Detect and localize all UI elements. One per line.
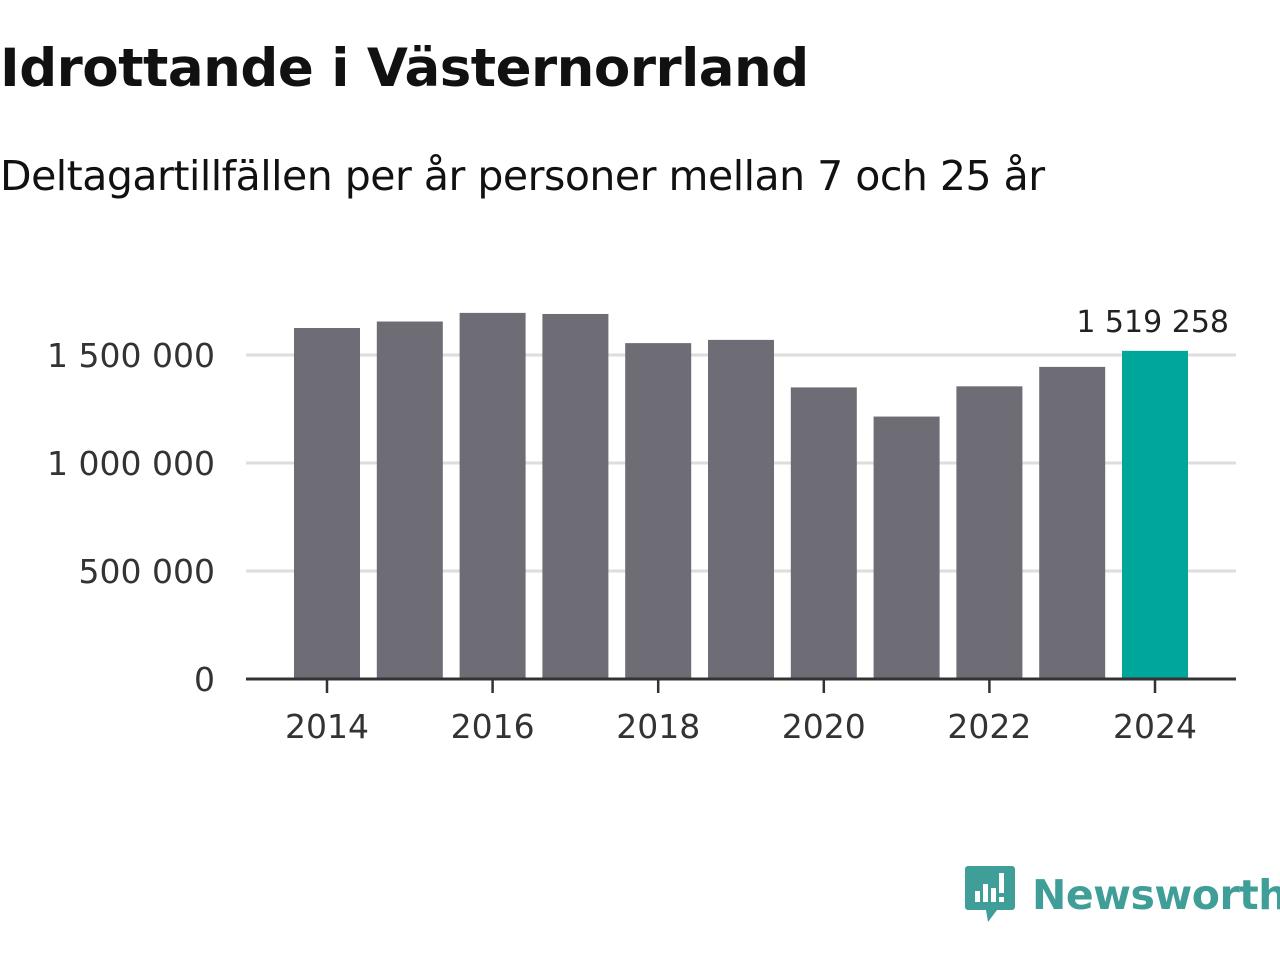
bar-2021 — [873, 416, 940, 679]
y-tick-label: 1 000 000 — [47, 444, 215, 483]
x-tick-label: 2016 — [451, 707, 535, 746]
y-tick-label: 1 500 000 — [47, 336, 215, 375]
bar-2015 — [376, 321, 443, 679]
bar-2023 — [1039, 366, 1106, 679]
bar-2022 — [956, 386, 1023, 679]
x-axis: 2014 2016 2018 2020 2022 2024 — [246, 677, 1236, 746]
x-tick-label: 2022 — [947, 707, 1031, 746]
bar-2024 — [1122, 350, 1188, 679]
y-axis-labels: 0 500 000 1 000 000 1 500 000 — [47, 336, 215, 699]
x-tick-label: 2018 — [616, 707, 700, 746]
bar-2017 — [542, 313, 609, 679]
chart-title: Idrottande i Västernorrland — [0, 38, 809, 99]
data-labels: 1 519 258 — [1076, 305, 1229, 340]
x-tick-label: 2020 — [782, 707, 866, 746]
bar-2018 — [625, 343, 692, 679]
x-tick-label: 2014 — [285, 707, 369, 746]
bar-chart-speech-bubble-icon — [965, 866, 1015, 922]
data-label-2024: 1 519 258 — [1076, 305, 1229, 340]
bar-2016 — [459, 312, 526, 679]
bar-2020 — [790, 387, 857, 679]
y-tick-label: 500 000 — [79, 552, 215, 591]
y-tick-label: 0 — [194, 660, 215, 699]
bar-2019 — [708, 339, 774, 679]
bars — [294, 312, 1188, 679]
chart-subtitle: Deltagartillfällen per år personer mella… — [0, 152, 1045, 200]
x-tick-label: 2024 — [1113, 707, 1197, 746]
brand-name: Newsworthy — [1032, 871, 1280, 919]
newsworthy-logo: Newsworthy — [964, 864, 1280, 926]
bar-2014 — [294, 328, 360, 679]
